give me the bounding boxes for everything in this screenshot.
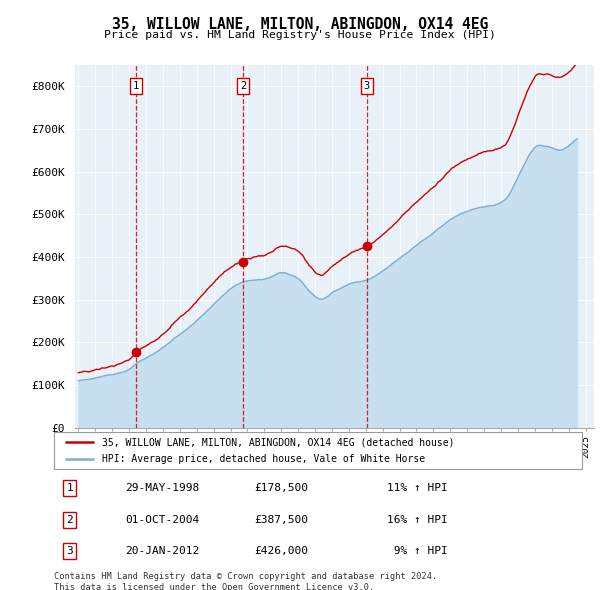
Text: 9% ↑ HPI: 9% ↑ HPI <box>386 546 448 556</box>
Text: £426,000: £426,000 <box>254 546 308 556</box>
Text: 35, WILLOW LANE, MILTON, ABINGDON, OX14 4EG (detached house): 35, WILLOW LANE, MILTON, ABINGDON, OX14 … <box>101 437 454 447</box>
Text: HPI: Average price, detached house, Vale of White Horse: HPI: Average price, detached house, Vale… <box>101 454 425 464</box>
Text: 20-JAN-2012: 20-JAN-2012 <box>125 546 200 556</box>
Text: 2: 2 <box>67 515 73 525</box>
Text: 11% ↑ HPI: 11% ↑ HPI <box>386 483 448 493</box>
Text: £178,500: £178,500 <box>254 483 308 493</box>
Text: 3: 3 <box>364 81 370 91</box>
Text: Price paid vs. HM Land Registry's House Price Index (HPI): Price paid vs. HM Land Registry's House … <box>104 30 496 40</box>
FancyBboxPatch shape <box>54 432 582 469</box>
Text: 01-OCT-2004: 01-OCT-2004 <box>125 515 200 525</box>
Text: 1: 1 <box>67 483 73 493</box>
Text: £387,500: £387,500 <box>254 515 308 525</box>
Text: 3: 3 <box>67 546 73 556</box>
Text: 35, WILLOW LANE, MILTON, ABINGDON, OX14 4EG: 35, WILLOW LANE, MILTON, ABINGDON, OX14 … <box>112 17 488 31</box>
Text: 1: 1 <box>133 81 139 91</box>
Text: 2: 2 <box>240 81 247 91</box>
Text: 29-MAY-1998: 29-MAY-1998 <box>125 483 200 493</box>
Text: Contains HM Land Registry data © Crown copyright and database right 2024.
This d: Contains HM Land Registry data © Crown c… <box>54 572 437 590</box>
Text: 16% ↑ HPI: 16% ↑ HPI <box>386 515 448 525</box>
